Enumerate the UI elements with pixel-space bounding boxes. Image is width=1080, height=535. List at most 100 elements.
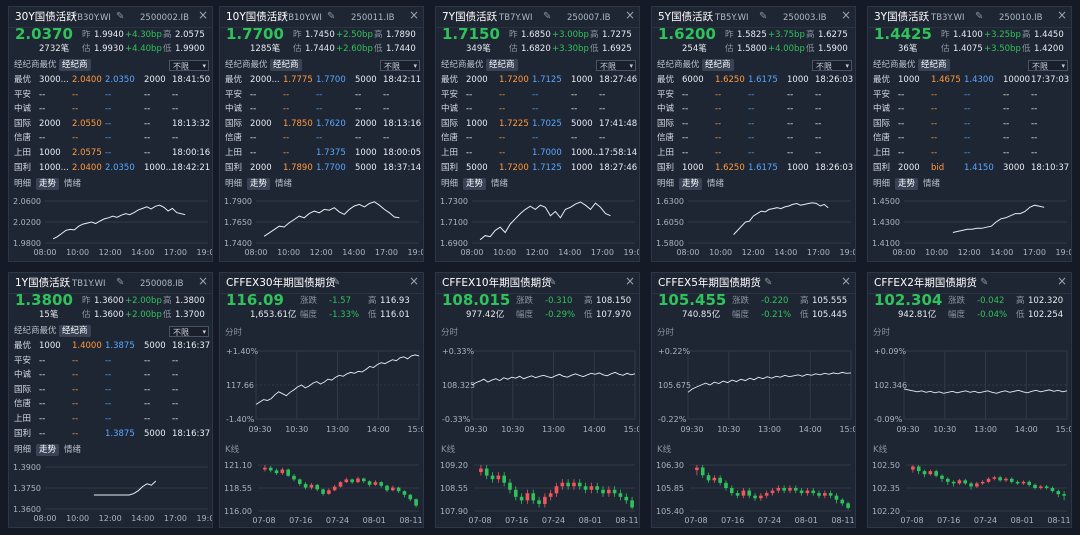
bid-price: 1.6250 [715, 75, 745, 85]
quote-time: -- [1031, 104, 1038, 115]
tab-detail[interactable]: 明细 [14, 445, 32, 455]
broker-name: 国利 [873, 162, 891, 173]
low-label: 低 [800, 310, 809, 320]
bond-number: 250011.IB [351, 13, 395, 23]
ask-price: -- [748, 133, 755, 144]
tab-best-bid-ask[interactable]: 经纪商最优 [441, 60, 484, 70]
ask-price: -- [964, 118, 971, 129]
candle-body [776, 488, 781, 491]
broker-filter-select[interactable]: 不限 ▾ [1028, 60, 1068, 71]
ask-price: -- [964, 89, 971, 100]
ask-volume: 5000 [144, 341, 166, 351]
quote-time: 18:00:16 [172, 148, 211, 158]
pencil-icon[interactable]: ✎ [543, 11, 552, 22]
x-tick-label: 12:00 [99, 248, 122, 257]
tab-broker[interactable]: 经纪商 [702, 59, 734, 71]
x-tick-label: 09:30 [680, 425, 703, 434]
candle-body [321, 489, 325, 494]
broker-name: 国际 [441, 118, 459, 129]
pencil-icon[interactable]: ✎ [764, 277, 773, 288]
tab-best-bid-ask[interactable]: 经纪商最优 [14, 60, 57, 70]
close-icon[interactable]: × [198, 8, 209, 22]
broker-filter-select[interactable]: 不限 ▾ [380, 60, 420, 71]
tab-best-bid-ask[interactable]: 经纪商最优 [657, 60, 700, 70]
last-price: 1.3800 [15, 291, 73, 309]
x-tick-label: 10:00 [66, 514, 89, 523]
y-tick-label: -0.33% [442, 415, 471, 424]
broker-name: 国际 [225, 118, 243, 129]
pencil-icon[interactable]: ✎ [548, 277, 557, 288]
tab-sentiment[interactable]: 情绪 [64, 179, 82, 189]
tab-trend[interactable]: 走势 [247, 178, 271, 190]
chevron-down-icon: ▾ [202, 328, 206, 336]
y-tick-label: 102.35 [872, 484, 900, 493]
close-icon[interactable]: × [1057, 274, 1068, 288]
tab-broker[interactable]: 经纪商 [918, 59, 950, 71]
pencil-icon[interactable]: ✎ [975, 11, 984, 22]
tab-trend[interactable]: 走势 [36, 178, 60, 190]
tab-detail[interactable]: 明细 [873, 179, 891, 189]
tab-trend[interactable]: 走势 [36, 444, 60, 456]
tab-bar: 经纪商最优 经纪商 [9, 325, 212, 337]
y-tick-label: 117.66 [226, 381, 254, 390]
tab-detail[interactable]: 明细 [441, 179, 459, 189]
ask-volume: 5000 [355, 75, 377, 85]
tab-trend[interactable]: 走势 [679, 178, 703, 190]
broker-filter-select[interactable]: 不限 ▾ [169, 60, 209, 71]
close-icon[interactable]: × [625, 8, 636, 22]
tab-trend[interactable]: 走势 [895, 178, 919, 190]
y-tick-label: 2.0200 [13, 218, 41, 227]
candle-body [309, 484, 314, 488]
broker-name: 国利 [14, 428, 32, 439]
broker-filter-select[interactable]: 不限 ▾ [169, 326, 209, 337]
pencil-icon[interactable]: ✎ [116, 11, 125, 22]
pencil-icon[interactable]: ✎ [332, 277, 341, 288]
bid-price: -- [72, 414, 79, 424]
tab-detail[interactable]: 明细 [14, 179, 32, 189]
quote-time: -- [815, 118, 822, 129]
y-tick-label: 1.3600 [13, 505, 41, 514]
pencil-icon[interactable]: ✎ [116, 277, 125, 288]
close-icon[interactable]: × [841, 8, 852, 22]
tab-detail[interactable]: 明细 [657, 179, 675, 189]
tab-sentiment[interactable]: 情绪 [491, 179, 509, 189]
tab-sentiment[interactable]: 情绪 [64, 445, 82, 455]
pencil-icon[interactable]: ✎ [327, 11, 336, 22]
y-tick-label: 1.3900 [13, 463, 41, 472]
broker-filter-select[interactable]: 不限 ▾ [812, 60, 852, 71]
candle-body [724, 482, 728, 488]
tab-sentiment[interactable]: 情绪 [707, 179, 725, 189]
ask-price: -- [532, 104, 539, 115]
tab-trend[interactable]: 走势 [463, 178, 487, 190]
bid-volume: -- [39, 104, 46, 115]
intraday-label: 分时 [441, 328, 459, 338]
tab-broker[interactable]: 经纪商 [270, 59, 302, 71]
tab-sentiment[interactable]: 情绪 [923, 179, 941, 189]
tab-best-bid-ask[interactable]: 经纪商最优 [225, 60, 268, 70]
close-icon[interactable]: × [198, 274, 209, 288]
tab-broker[interactable]: 经纪商 [59, 325, 91, 337]
close-icon[interactable]: × [841, 274, 852, 288]
close-icon[interactable]: × [625, 274, 636, 288]
pencil-icon[interactable]: ✎ [759, 11, 768, 22]
candle-body [373, 482, 378, 485]
close-icon[interactable]: × [409, 274, 420, 288]
broker-filter-select[interactable]: 不限 ▾ [596, 60, 636, 71]
close-icon[interactable]: × [409, 8, 420, 22]
x-tick-label: 07-08 [684, 516, 707, 525]
trade-count: 2732笔 [39, 44, 70, 54]
candle-body [805, 490, 810, 494]
tab-broker[interactable]: 经纪商 [59, 59, 91, 71]
candle-body [759, 495, 763, 499]
ask-price: -- [316, 104, 323, 115]
y-tick-label: 106.30 [656, 461, 684, 470]
tab-best-bid-ask[interactable]: 经纪商最优 [14, 326, 57, 336]
quote-time: 18:42:11 [383, 75, 422, 85]
pencil-icon[interactable]: ✎ [980, 277, 989, 288]
quote-time: -- [172, 104, 179, 115]
tab-detail[interactable]: 明细 [225, 179, 243, 189]
tab-broker[interactable]: 经纪商 [486, 59, 518, 71]
close-icon[interactable]: × [1057, 8, 1068, 22]
tab-sentiment[interactable]: 情绪 [275, 179, 293, 189]
tab-best-bid-ask[interactable]: 经纪商最优 [873, 60, 916, 70]
